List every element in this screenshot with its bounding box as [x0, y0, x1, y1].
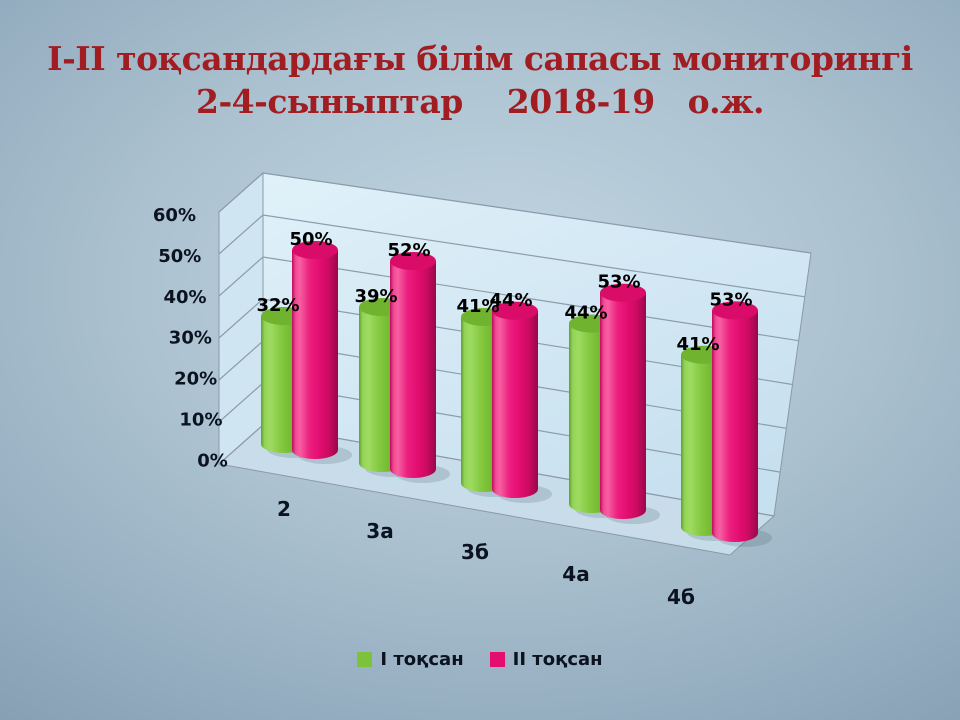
legend-item: ІІ тоқсан — [489, 649, 603, 670]
y-axis-tick-label: 20% — [174, 369, 217, 390]
bar-cylinder-ІІ тоқсан-2 — [292, 241, 352, 464]
y-axis-tick-label: 10% — [179, 410, 222, 431]
bar-top — [600, 283, 646, 302]
bar-value-label: 41% — [676, 334, 719, 355]
bar-value-label: 53% — [709, 289, 752, 310]
gridline — [218, 172, 812, 254]
bar-top — [492, 301, 538, 320]
bar-value-label: 39% — [354, 286, 397, 307]
bar-body — [292, 250, 338, 459]
value-axis: 60% 50% 40% 30% 20% 10% 0% — [153, 205, 228, 471]
y-axis-tick-label: 0% — [197, 450, 228, 471]
bar-cylinder-ІІ тоқсан-3а — [390, 252, 450, 483]
category-label: 2 — [277, 497, 291, 521]
legend-item: І тоқсан — [357, 649, 464, 670]
bar-body — [712, 310, 758, 542]
category-label: 4б — [667, 585, 695, 609]
bar-cylinder-ІІ тоқсан-4а — [600, 283, 660, 524]
bar-top — [292, 241, 338, 259]
y-axis-tick-label: 50% — [158, 246, 201, 267]
legend-swatch — [489, 652, 505, 667]
bar-value-labels: 32%50%39%52%41%44%44%53%41%53% — [256, 229, 752, 355]
slide-title-line1: І-ІІ тоқсандардағы білім сапасы монитори… — [47, 39, 913, 78]
bars — [261, 241, 772, 547]
bar-value-label: 50% — [289, 229, 332, 250]
y-axis-tick-label: 60% — [153, 205, 196, 226]
bar-body — [600, 292, 646, 519]
bar-body — [390, 261, 436, 478]
bar-body — [492, 310, 538, 498]
bar-top — [712, 301, 758, 320]
y-axis-tick-label: 30% — [169, 328, 212, 349]
bar-value-label: 44% — [564, 303, 607, 324]
category-axis: 2 3а 3б 4а 4б — [277, 497, 695, 609]
bar-value-label: 52% — [387, 240, 430, 261]
category-label: 3а — [366, 519, 393, 543]
legend-label: ІІ тоқсан — [512, 649, 603, 670]
bar-value-label: 44% — [489, 290, 532, 311]
gridline — [218, 214, 805, 298]
category-label: 3б — [461, 540, 489, 564]
slide-title-line2: 2-4-сыныптар 2018-19 о.ж. — [196, 81, 764, 121]
bar-value-label: 41% — [456, 296, 499, 317]
slide-title: І-ІІ тоқсандардағы білім сапасы монитори… — [0, 38, 960, 124]
bar-cylinder-ІІ тоқсан-3б — [492, 301, 552, 503]
category-label: 4а — [562, 562, 589, 586]
bar-value-label: 53% — [597, 272, 640, 293]
legend-label: І тоқсан — [380, 649, 464, 670]
legend-swatch — [357, 652, 373, 667]
y-axis-tick-label: 40% — [164, 287, 207, 308]
bar-value-label: 32% — [256, 295, 299, 316]
chart-legend: І тоқсан ІІ тоқсан — [0, 649, 960, 670]
bar-cylinder-ІІ тоқсан-4б — [712, 301, 772, 547]
bar-top — [390, 252, 436, 270]
